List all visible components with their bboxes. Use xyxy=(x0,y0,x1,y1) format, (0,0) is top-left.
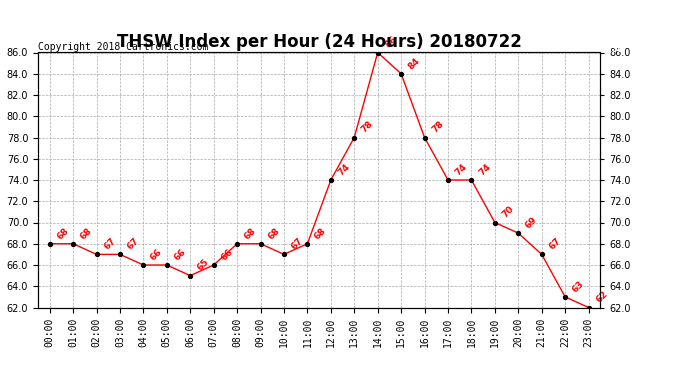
Text: 67: 67 xyxy=(126,236,141,252)
Text: 70: 70 xyxy=(500,204,515,220)
Point xyxy=(489,219,500,225)
Text: 69: 69 xyxy=(524,215,539,230)
Text: 62: 62 xyxy=(594,290,609,305)
Point xyxy=(419,135,430,141)
Text: 86: 86 xyxy=(383,34,398,50)
Point xyxy=(560,294,571,300)
Text: 74: 74 xyxy=(337,162,352,177)
Text: 84: 84 xyxy=(406,56,422,71)
Text: 68: 68 xyxy=(313,226,328,241)
Text: 66: 66 xyxy=(172,247,188,262)
Text: 67: 67 xyxy=(102,236,117,252)
Text: THSW  (°F): THSW (°F) xyxy=(600,44,659,54)
Point xyxy=(466,177,477,183)
Text: 65: 65 xyxy=(196,258,211,273)
Point xyxy=(68,241,79,247)
Text: 78: 78 xyxy=(359,119,375,135)
Text: 74: 74 xyxy=(477,162,493,177)
Point xyxy=(185,273,196,279)
Point xyxy=(325,177,336,183)
Title: THSW Index per Hour (24 Hours) 20180722: THSW Index per Hour (24 Hours) 20180722 xyxy=(117,33,522,51)
Text: Copyright 2018 Cartronics.com: Copyright 2018 Cartronics.com xyxy=(38,42,208,52)
Point xyxy=(115,251,126,257)
Point xyxy=(583,304,594,310)
Point xyxy=(255,241,266,247)
Text: 67: 67 xyxy=(290,236,305,252)
Text: 66: 66 xyxy=(149,247,164,262)
Point xyxy=(348,135,359,141)
Text: 66: 66 xyxy=(219,247,235,262)
Point xyxy=(536,251,547,257)
Text: 63: 63 xyxy=(571,279,586,294)
Text: 67: 67 xyxy=(547,236,562,252)
Text: 68: 68 xyxy=(266,226,282,241)
Text: 68: 68 xyxy=(55,226,70,241)
Point xyxy=(302,241,313,247)
Text: 74: 74 xyxy=(453,162,469,177)
Point xyxy=(232,241,243,247)
Point xyxy=(513,230,524,236)
Text: 68: 68 xyxy=(243,226,258,241)
Text: 68: 68 xyxy=(79,226,94,241)
Point xyxy=(138,262,149,268)
Point xyxy=(372,50,383,55)
Point xyxy=(44,241,55,247)
Point xyxy=(91,251,102,257)
Point xyxy=(442,177,453,183)
Point xyxy=(161,262,172,268)
Point xyxy=(395,71,406,77)
Text: 78: 78 xyxy=(430,119,446,135)
Point xyxy=(208,262,219,268)
Point xyxy=(279,251,290,257)
